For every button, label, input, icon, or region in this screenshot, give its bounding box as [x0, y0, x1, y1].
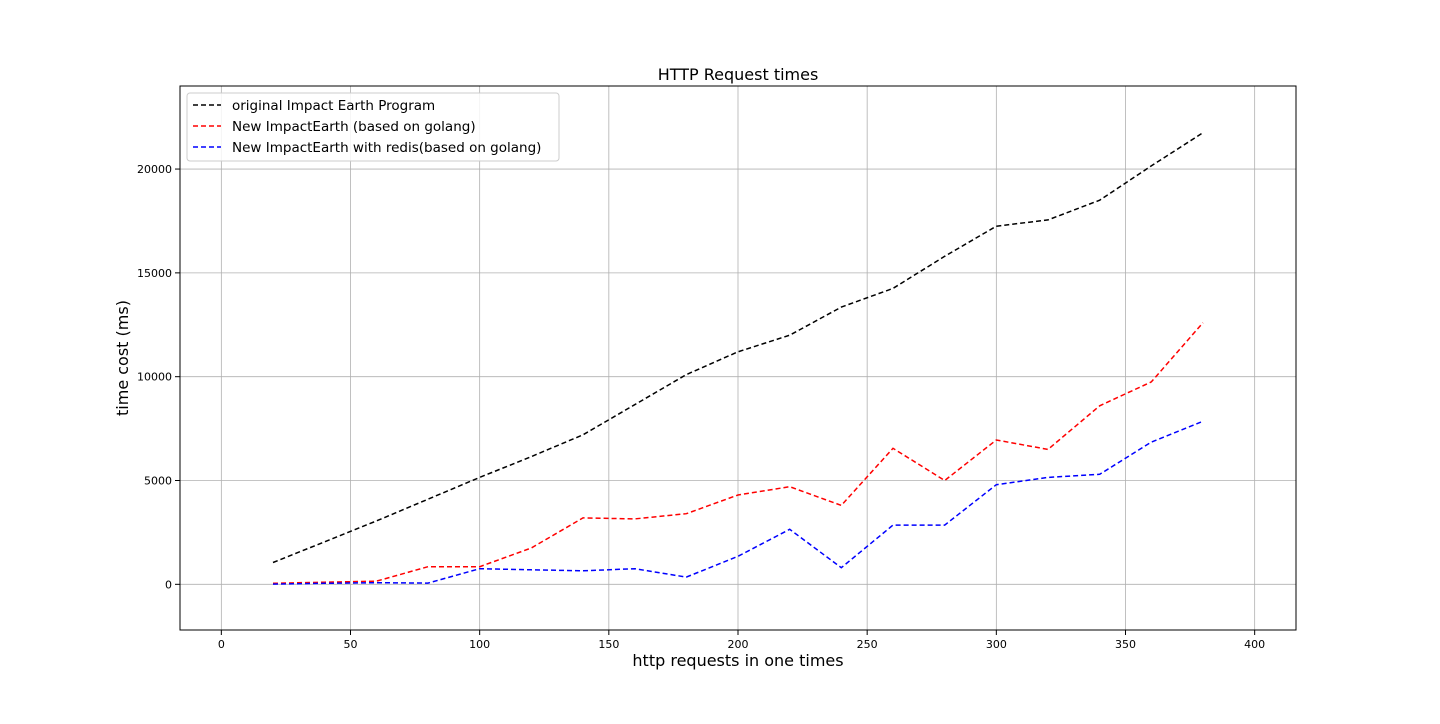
x-tick-label: 200 [728, 638, 749, 651]
legend-items: original Impact Earth Program New ImpactE… [193, 98, 541, 156]
y-tick-label: 10000 [137, 371, 172, 384]
legend-box [186, 92, 560, 162]
x-tick-label: 50 [344, 638, 358, 651]
chart-title: HTTP Request times [658, 65, 819, 84]
legend-label-1: original Impact Earth Program [232, 98, 435, 114]
x-tick-label: 0 [218, 638, 225, 651]
legend-label-2: New ImpactEarth (based on golang) [232, 119, 476, 135]
y-axis-ticks: 0 5000 10000 15000 20000 [137, 163, 180, 591]
y-tick-label: 0 [165, 578, 172, 591]
x-tick-label: 300 [986, 638, 1007, 651]
x-tick-label: 250 [857, 638, 878, 651]
x-tick-label: 350 [1115, 638, 1136, 651]
series-lines [272, 132, 1204, 585]
series-line-1 [272, 132, 1204, 564]
y-tick-label: 20000 [137, 163, 172, 176]
legend-label-3: New ImpactEarth with redis(based on gola… [232, 140, 541, 156]
legend: original Impact Earth Program New ImpactE… [186, 92, 560, 162]
series-line-2 [272, 322, 1204, 585]
grid [180, 86, 1296, 630]
x-axis-label: http requests in one times [632, 651, 843, 670]
y-tick-label: 15000 [137, 267, 172, 280]
series-line-3 [272, 420, 1204, 585]
y-tick-label: 5000 [144, 475, 172, 488]
x-tick-label: 400 [1244, 638, 1265, 651]
x-axis-ticks: 0 50 100 150 200 250 300 350 400 [218, 630, 1265, 651]
x-tick-label: 150 [598, 638, 619, 651]
y-axis-label: time cost (ms) [113, 300, 132, 416]
x-tick-label: 100 [469, 638, 490, 651]
